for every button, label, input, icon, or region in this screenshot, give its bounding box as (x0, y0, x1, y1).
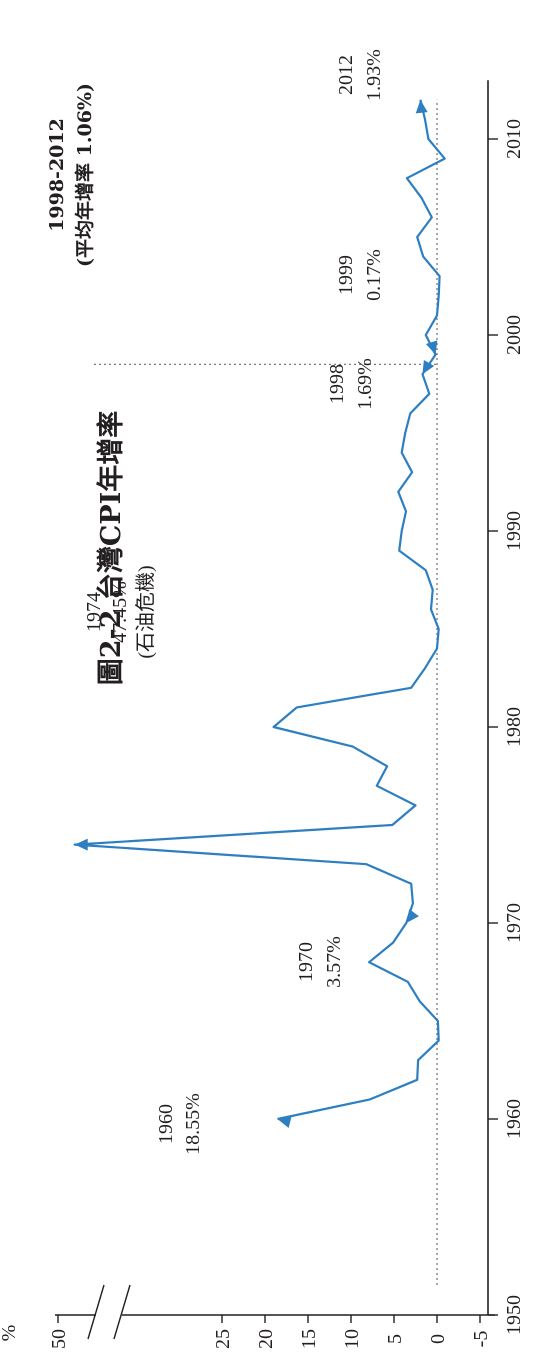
value-tick-label: 5 (384, 1334, 406, 1344)
value-tick-label: 0 (427, 1334, 449, 1344)
year-tick-label: 2000 (503, 315, 525, 355)
year-tick-label: 1980 (503, 707, 525, 747)
value-tick-label: 10 (341, 1329, 363, 1349)
value-axis-unit: % (0, 1325, 20, 1342)
annotation-year: 2012 (335, 55, 357, 95)
arrow-1998 (422, 359, 435, 375)
annotation-value: 0.17% (363, 249, 385, 301)
annotation-year: 1970 (295, 942, 317, 982)
annotation-value: 1.93% (363, 49, 385, 101)
axis-break-mark (87, 1284, 105, 1340)
annotation-value: 1.69% (354, 358, 376, 410)
year-tick-label: 2010 (503, 119, 525, 159)
annotation-value: 3.57% (323, 936, 345, 988)
period-label-range: 1998-2012 (46, 118, 68, 232)
arrow-2012 (415, 99, 428, 114)
axis-break-mark (113, 1284, 131, 1340)
year-tick-label: 1990 (503, 511, 525, 551)
annotation-value: 47.45% (109, 581, 131, 643)
arrow-1970 (406, 909, 419, 923)
value-tick-label: 20 (255, 1329, 277, 1349)
arrow-1999 (425, 340, 438, 355)
cpi-series-line (73, 99, 446, 1121)
year-tick-label: 1970 (503, 903, 525, 943)
value-tick-label: 15 (298, 1329, 320, 1349)
annotation-year: 1998 (326, 364, 348, 404)
arrow-1974 (74, 838, 88, 851)
year-tick-label: 1960 (503, 1099, 525, 1139)
period-label-desc: (平均年增率 1.06%) (73, 83, 96, 267)
annotation-year: 1974 (83, 592, 105, 632)
value-tick-label: -5 (470, 1331, 492, 1348)
value-tick-label: 25 (212, 1329, 234, 1349)
year-tick-label: 1950 (503, 1295, 525, 1335)
arrow-1960 (277, 1116, 292, 1128)
annotation-value: 18.55% (182, 1093, 204, 1155)
value-tick-label: 50 (48, 1329, 70, 1349)
annotation-note: (石油危機) (134, 565, 157, 658)
chart-title: 圖2-2 台灣CPI年增率 (95, 411, 127, 686)
annotation-year: 1960 (155, 1104, 177, 1144)
annotation-year: 1999 (335, 255, 357, 295)
